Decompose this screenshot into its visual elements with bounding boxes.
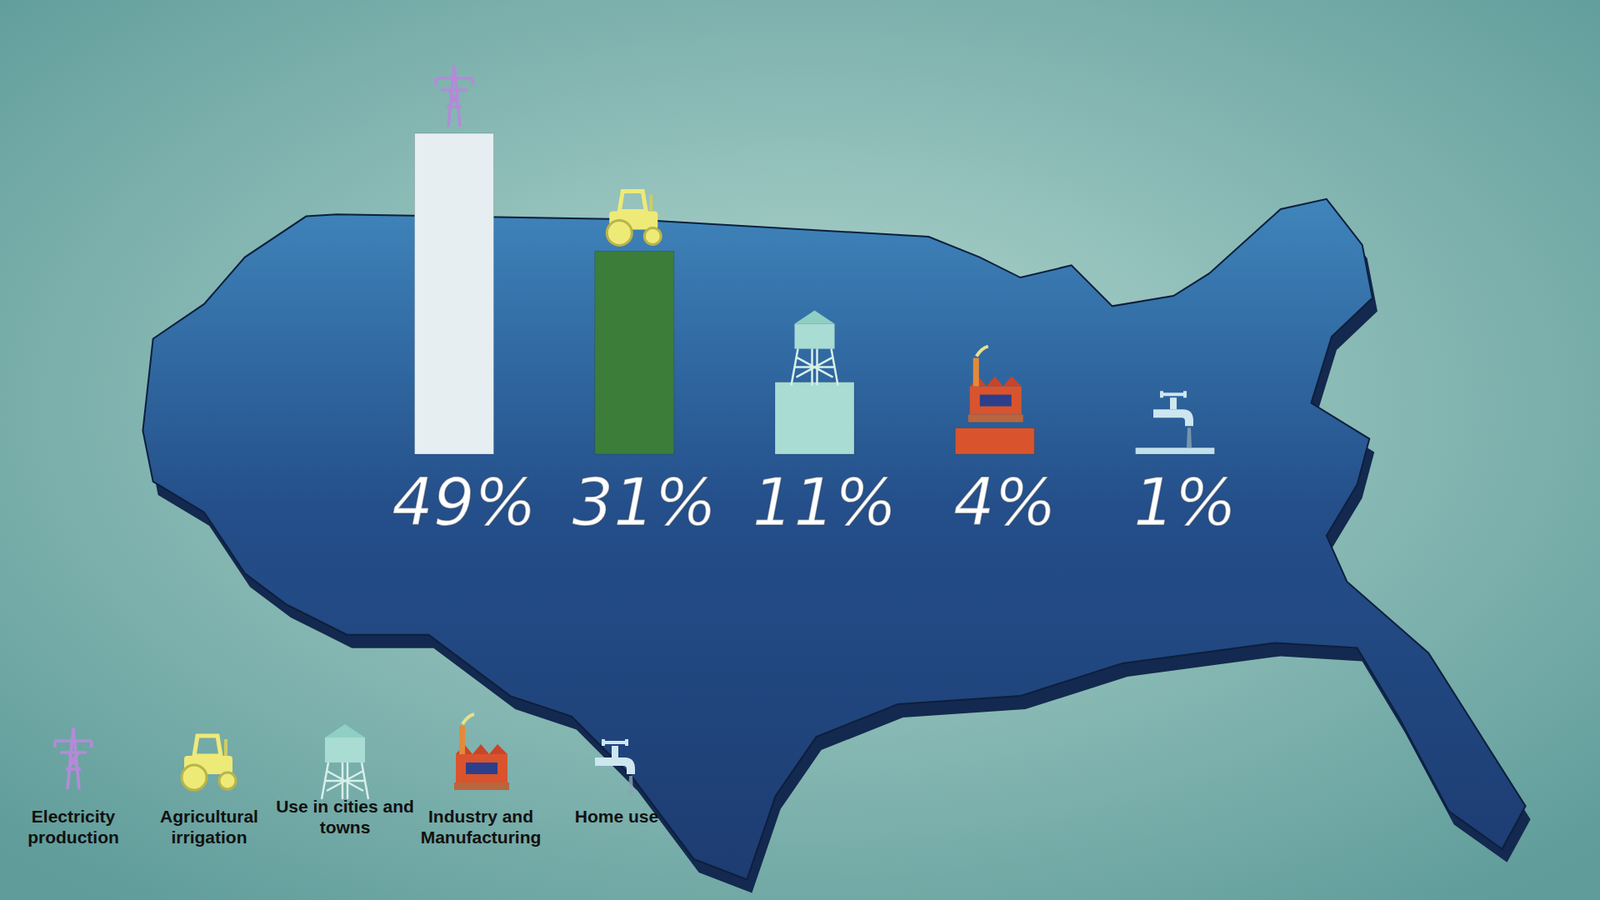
legend-icon bbox=[321, 724, 369, 800]
icon-part bbox=[970, 386, 1022, 415]
icon-part bbox=[455, 754, 508, 783]
bar-icon bbox=[435, 65, 473, 127]
icon-part bbox=[194, 735, 221, 756]
legend-label: Electricity production bbox=[2, 805, 145, 848]
icon-part bbox=[325, 737, 365, 763]
icon-part bbox=[603, 739, 627, 746]
icon-part bbox=[791, 349, 839, 386]
bar-icons bbox=[435, 65, 1194, 448]
icon-part bbox=[619, 190, 646, 211]
data-label: 31% bbox=[572, 465, 717, 540]
data-label: 11% bbox=[752, 465, 897, 540]
icon-part bbox=[628, 775, 634, 796]
bar bbox=[955, 428, 1035, 455]
legend-label: Home use bbox=[545, 805, 688, 827]
bar-icon bbox=[968, 346, 1024, 423]
icon-part bbox=[795, 324, 835, 350]
icon-part bbox=[465, 762, 498, 775]
icon-part bbox=[181, 765, 207, 790]
data-label: 49% bbox=[391, 465, 536, 540]
bar-icon bbox=[791, 310, 839, 386]
data-label: 1% bbox=[1133, 465, 1237, 540]
icon-part bbox=[644, 227, 661, 245]
chart: 49% 31% 11% 4% 1% bbox=[0, 0, 1600, 900]
bar bbox=[1135, 447, 1215, 455]
data-label: 4% bbox=[953, 465, 1057, 540]
icon-part bbox=[1161, 390, 1185, 398]
icon-part bbox=[224, 739, 228, 756]
icon-part bbox=[795, 310, 835, 325]
bar-icon bbox=[1153, 390, 1194, 448]
legend-icon bbox=[595, 739, 635, 796]
icon-part bbox=[454, 782, 510, 790]
legend-label: Agricultural irrigation bbox=[138, 805, 280, 848]
icon-part bbox=[980, 395, 1012, 407]
icon-part bbox=[606, 220, 632, 245]
icon-part bbox=[1170, 397, 1177, 410]
icon-part bbox=[459, 725, 465, 755]
icon-part bbox=[321, 762, 369, 800]
icon-part bbox=[462, 714, 475, 725]
bar bbox=[595, 250, 675, 455]
icon-part bbox=[55, 727, 92, 790]
legend-icon bbox=[181, 735, 236, 790]
icon-part bbox=[219, 772, 236, 790]
bar-icon bbox=[606, 190, 661, 245]
bars bbox=[415, 133, 1215, 455]
legend-icon bbox=[55, 727, 92, 790]
icon-part bbox=[611, 745, 619, 758]
legend-icon bbox=[454, 714, 510, 790]
legend bbox=[55, 714, 635, 800]
bar bbox=[415, 133, 495, 455]
data-labels: 49% 31% 11% 4% 1% bbox=[391, 465, 1237, 540]
map-shape bbox=[142, 199, 1525, 880]
bar bbox=[775, 382, 855, 455]
icon-part bbox=[968, 415, 1024, 423]
icon-part bbox=[1153, 409, 1194, 426]
icon-part bbox=[1186, 427, 1192, 448]
icon-part bbox=[976, 346, 989, 357]
icon-part bbox=[435, 65, 473, 127]
icon-part bbox=[325, 724, 365, 738]
icon-part bbox=[595, 757, 635, 775]
legend-label: Industry and Manufacturing bbox=[410, 805, 552, 848]
icon-part bbox=[649, 194, 653, 211]
background bbox=[0, 0, 1600, 900]
map bbox=[142, 199, 1530, 894]
icon-part bbox=[973, 358, 980, 387]
legend-label: Use in cities and towns bbox=[274, 795, 416, 838]
